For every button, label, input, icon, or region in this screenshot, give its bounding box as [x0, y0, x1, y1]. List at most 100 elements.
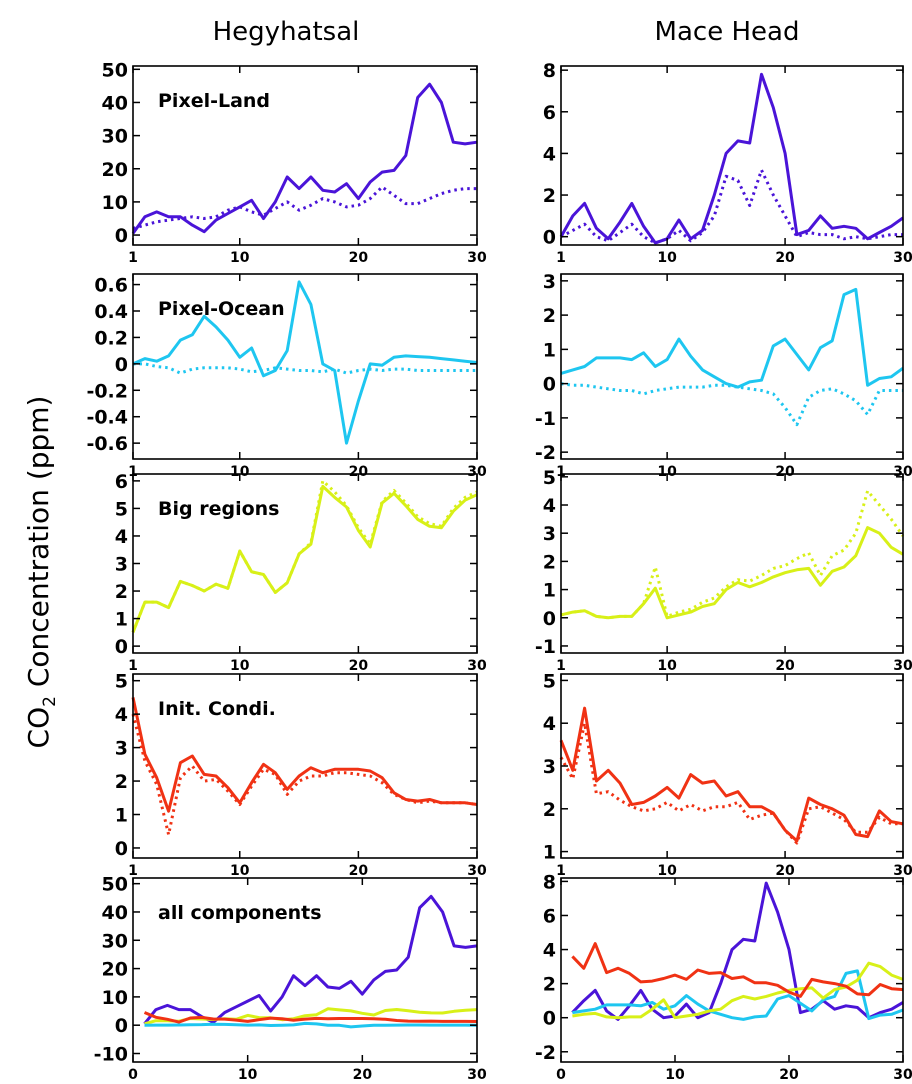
y-axis-label: CO2 Concentration (ppm) — [22, 396, 60, 749]
x-tick-label: 20 — [775, 658, 795, 674]
x-tick-label: 10 — [657, 464, 677, 480]
plot-frame — [560, 473, 904, 654]
y-tick-label: 0.2 — [94, 327, 128, 349]
y-axis-label-subscript: 2 — [40, 696, 60, 707]
x-tick-label: 10 — [230, 464, 250, 480]
panel-r3-c1: 1 2 3 4 5 1 10 20 30 — [543, 670, 912, 879]
x-tick-label: 20 — [775, 250, 795, 266]
y-tick-label: 20 — [102, 159, 128, 181]
x-tick-label: 20 — [349, 250, 369, 266]
x-tick-label: 1 — [128, 863, 138, 879]
x-tick-label: 30 — [467, 1067, 487, 1083]
plot-frame — [132, 273, 478, 460]
series-init-dotted-line — [131, 713, 478, 837]
series-land-solid-line — [143, 894, 478, 1025]
series-init-solid-line — [143, 1011, 478, 1024]
y-tick-label: 2 — [543, 305, 556, 327]
panel-r1-c0: -0.6 -0.4 -0.2 0 0.2 0.4 0.6 1 10 20 30 Pixel-Ocean — [86, 273, 487, 480]
x-tick-label: 20 — [775, 464, 795, 480]
y-tick-label: 0 — [115, 838, 128, 860]
x-tick-label: 30 — [893, 658, 912, 674]
x-tick-label: 0 — [128, 1067, 138, 1083]
x-tick-label: 20 — [353, 1067, 373, 1083]
y-tick-label: 6 — [115, 471, 128, 493]
y-tick-label: 3 — [115, 738, 128, 760]
y-tick-label: 5 — [115, 671, 128, 693]
y-tick-label: 5 — [543, 670, 556, 692]
plot-frame — [132, 877, 478, 1063]
series-init-solid-line — [131, 697, 478, 813]
x-tick-label: 30 — [893, 250, 912, 266]
y-tick-label: 3 — [115, 554, 128, 576]
panel-label: all components — [158, 902, 322, 924]
plot-frame — [132, 65, 478, 246]
x-tick-label: 10 — [238, 1067, 258, 1083]
y-tick-label: 40 — [102, 92, 128, 114]
x-tick-label: 20 — [349, 658, 369, 674]
series-init-solid-line — [559, 706, 904, 843]
series-ocean-dotted-line — [133, 362, 477, 375]
y-tick-label: -10 — [94, 1044, 128, 1066]
y-tick-label: 20 — [102, 959, 128, 981]
y-tick-label: 50 — [102, 874, 128, 896]
y-tick-label: 5 — [543, 467, 556, 489]
panel-r0-c0: 0 10 20 30 40 50 1 10 20 30 Pixel-Land — [102, 59, 487, 266]
x-tick-label: 10 — [230, 250, 250, 266]
x-tick-label: 30 — [893, 464, 912, 480]
x-tick-label: 30 — [467, 464, 487, 480]
y-tick-label: 0 — [543, 227, 556, 249]
y-tick-label: 1 — [115, 609, 128, 631]
column-title-mace-head: Mace Head — [655, 17, 800, 47]
panel-label: Init. Condi. — [158, 698, 276, 720]
x-tick-label: 1 — [556, 658, 566, 674]
x-tick-label: 1 — [556, 464, 566, 480]
series-ocean-solid-line — [572, 969, 904, 1021]
x-tick-label: 10 — [657, 863, 677, 879]
y-tick-label: 4 — [543, 940, 556, 962]
panel-r0-c1: 0 2 4 6 8 1 10 20 30 — [543, 60, 912, 266]
plot-frame — [560, 273, 904, 460]
x-tick-label: 20 — [775, 863, 795, 879]
panel-label: Pixel-Land — [158, 90, 270, 112]
series-ocean-solid-line — [560, 287, 904, 389]
x-tick-label: 20 — [349, 863, 369, 879]
series-ocean-solid-line — [144, 1021, 478, 1029]
y-tick-label: 4 — [543, 143, 556, 165]
y-tick-label: 3 — [543, 756, 556, 778]
y-tick-label: 0 — [543, 608, 556, 630]
y-axis-label-rest: Concentration (ppm) — [22, 396, 55, 697]
x-tick-label: 0 — [556, 1067, 566, 1083]
y-tick-label: 0 — [115, 636, 128, 658]
x-tick-label: 1 — [556, 863, 566, 879]
series-ocean-solid-line — [132, 280, 478, 445]
y-tick-label: 4 — [115, 526, 128, 548]
y-tick-label: 2 — [543, 551, 556, 573]
y-tick-label: 4 — [543, 495, 556, 517]
y-tick-label: 1 — [543, 580, 556, 602]
x-tick-label: 1 — [128, 658, 138, 674]
x-tick-label: 10 — [230, 863, 250, 879]
y-tick-label: 8 — [543, 60, 556, 82]
y-tick-label: 2 — [115, 581, 128, 603]
series-land-solid-line — [559, 72, 904, 245]
y-tick-label: 6 — [543, 102, 556, 124]
y-tick-label: 50 — [102, 59, 128, 81]
y-tick-label: 8 — [543, 871, 556, 893]
x-tick-label: 1 — [556, 250, 566, 266]
panel-label: Pixel-Ocean — [158, 298, 285, 320]
y-tick-label: 2 — [543, 185, 556, 207]
x-tick-label: 10 — [657, 250, 677, 266]
y-tick-label: -1 — [535, 636, 556, 658]
y-tick-label: 0.6 — [94, 275, 128, 297]
panel-r1-c1: -2 -1 0 1 2 3 1 10 20 30 — [535, 271, 912, 480]
series-regions-dotted-line — [560, 489, 905, 620]
plot-frame — [132, 673, 478, 859]
y-tick-label: 0 — [115, 1015, 128, 1037]
x-tick-label: 30 — [893, 1067, 912, 1083]
series-land-solid-line — [131, 82, 478, 235]
